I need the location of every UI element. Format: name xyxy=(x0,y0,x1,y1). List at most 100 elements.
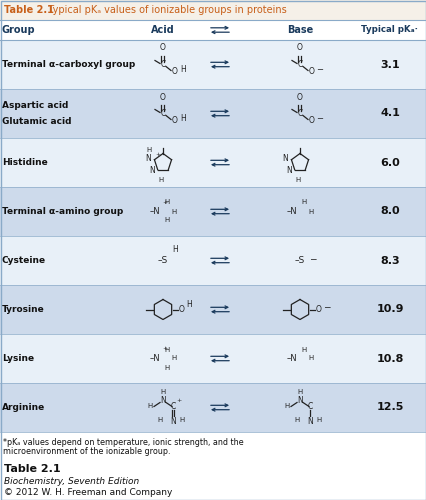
Bar xyxy=(0,334,426,383)
Text: O: O xyxy=(296,92,302,102)
Text: Terminal α-amino group: Terminal α-amino group xyxy=(2,207,123,216)
Bar xyxy=(0,40,426,89)
Text: Glutamic acid: Glutamic acid xyxy=(2,118,71,126)
Text: H: H xyxy=(180,65,185,74)
Text: 8.3: 8.3 xyxy=(379,256,399,266)
Text: −: − xyxy=(322,302,330,311)
Text: H: H xyxy=(147,404,153,409)
Text: –N: –N xyxy=(149,207,160,216)
Text: 10.8: 10.8 xyxy=(375,354,403,364)
Text: C: C xyxy=(296,60,302,69)
Text: O: O xyxy=(296,44,302,52)
Text: N: N xyxy=(160,396,165,405)
Text: N: N xyxy=(306,416,312,426)
Text: H: H xyxy=(164,200,169,205)
Text: H: H xyxy=(307,208,313,214)
Text: H: H xyxy=(164,364,169,370)
Text: +: + xyxy=(161,346,167,352)
Text: 12.5: 12.5 xyxy=(375,402,403,412)
Text: N: N xyxy=(145,154,151,163)
Text: Acid: Acid xyxy=(151,25,175,35)
Text: –N: –N xyxy=(149,354,160,363)
Text: H: H xyxy=(301,200,306,205)
Text: H: H xyxy=(164,346,169,352)
Text: H: H xyxy=(146,146,151,152)
Text: H: H xyxy=(315,416,320,422)
Text: O: O xyxy=(178,305,184,314)
Text: H: H xyxy=(296,390,302,396)
Text: C: C xyxy=(170,402,175,411)
Bar xyxy=(0,236,426,285)
Text: O: O xyxy=(315,305,321,314)
Text: Tyrosine: Tyrosine xyxy=(2,305,45,314)
Bar xyxy=(0,89,426,138)
Text: –N: –N xyxy=(286,207,296,216)
Text: microenvironment of the ionizable group.: microenvironment of the ionizable group. xyxy=(3,447,170,456)
Text: 4.1: 4.1 xyxy=(379,108,399,118)
Text: H: H xyxy=(172,246,177,254)
Text: N: N xyxy=(282,154,288,163)
Text: Terminal α-carboxyl group: Terminal α-carboxyl group xyxy=(2,60,135,69)
Text: 3.1: 3.1 xyxy=(379,60,399,70)
Text: –S: –S xyxy=(294,256,305,265)
Text: C: C xyxy=(296,109,302,118)
Text: 6.0: 6.0 xyxy=(379,158,399,168)
Text: *pKₐ values depend on temperature, ionic strength, and the: *pKₐ values depend on temperature, ionic… xyxy=(3,438,243,447)
Bar xyxy=(0,187,426,236)
Text: H: H xyxy=(170,208,176,214)
Text: H: H xyxy=(180,114,185,123)
Text: –S: –S xyxy=(158,256,168,265)
Text: C: C xyxy=(307,402,312,411)
Bar xyxy=(0,285,426,334)
Text: N: N xyxy=(296,396,302,405)
Text: Base: Base xyxy=(286,25,312,35)
Text: H: H xyxy=(160,390,165,396)
Text: −: − xyxy=(315,65,322,74)
Text: H: H xyxy=(178,416,184,422)
Text: O: O xyxy=(160,92,166,102)
Text: Table 2.1: Table 2.1 xyxy=(4,464,60,474)
Text: H: H xyxy=(157,416,162,422)
Bar xyxy=(0,138,426,187)
Text: 8.0: 8.0 xyxy=(379,206,399,216)
Text: H: H xyxy=(158,177,164,183)
Text: N: N xyxy=(285,166,291,175)
Text: O: O xyxy=(308,116,314,125)
Text: C: C xyxy=(160,109,165,118)
Text: H: H xyxy=(307,356,313,362)
Text: Aspartic acid: Aspartic acid xyxy=(2,100,68,110)
Text: +: + xyxy=(155,152,160,156)
Bar xyxy=(0,460,426,500)
Bar xyxy=(0,20,426,40)
Bar xyxy=(0,0,426,20)
Text: Histidine: Histidine xyxy=(2,158,48,167)
Text: –N: –N xyxy=(286,354,296,363)
Text: O: O xyxy=(160,44,166,52)
Text: +: + xyxy=(161,200,167,204)
Text: Typical pKₐ·: Typical pKₐ· xyxy=(361,26,417,35)
Text: −: − xyxy=(308,254,316,263)
Text: Biochemistry, Seventh Edition: Biochemistry, Seventh Edition xyxy=(4,477,139,486)
Text: +: + xyxy=(176,398,181,402)
Bar xyxy=(0,383,426,432)
Text: N: N xyxy=(170,416,176,426)
Text: O: O xyxy=(172,116,178,125)
Text: O: O xyxy=(308,67,314,76)
Text: H: H xyxy=(284,404,289,409)
Text: Typical pKₐ values of ionizable groups in proteins: Typical pKₐ values of ionizable groups i… xyxy=(42,5,286,15)
Text: Group: Group xyxy=(2,25,35,35)
Text: C: C xyxy=(160,60,165,69)
Text: H: H xyxy=(164,218,169,224)
Text: 10.9: 10.9 xyxy=(375,304,403,314)
Text: H: H xyxy=(186,300,191,309)
Text: N: N xyxy=(149,166,154,175)
Text: H: H xyxy=(295,177,300,183)
Text: Table 2.1: Table 2.1 xyxy=(4,5,54,15)
Text: H: H xyxy=(170,356,176,362)
Text: Lysine: Lysine xyxy=(2,354,34,363)
Text: O: O xyxy=(172,67,178,76)
Text: Arginine: Arginine xyxy=(2,403,45,412)
Text: Cysteine: Cysteine xyxy=(2,256,46,265)
Text: H: H xyxy=(301,346,306,352)
Text: H: H xyxy=(294,416,299,422)
